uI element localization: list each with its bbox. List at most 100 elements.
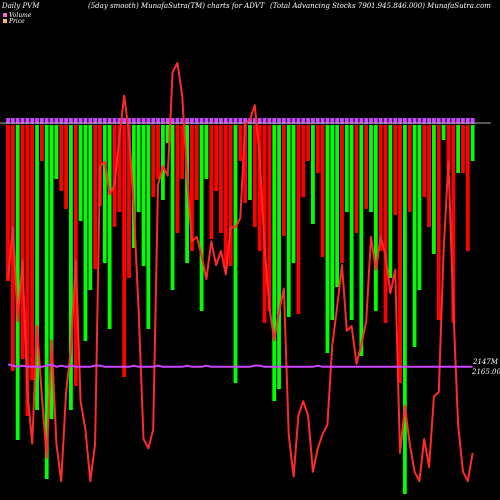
volume-cap	[393, 118, 398, 124]
volume-cap	[204, 118, 209, 124]
volume-cap	[98, 118, 102, 124]
volume-bar	[39, 125, 44, 161]
volume-cap	[257, 118, 262, 124]
volume-bar	[446, 125, 451, 170]
volume-cap	[407, 118, 412, 124]
volume-cap	[432, 118, 436, 124]
volume-cap	[243, 118, 248, 124]
volume-cap	[233, 118, 238, 124]
volume-bar	[93, 125, 98, 269]
volume-cap	[107, 118, 112, 124]
volume-cap	[10, 118, 15, 124]
legend-volume-label: Volume	[9, 12, 32, 19]
volume-cap	[219, 118, 223, 124]
volume-cap	[248, 118, 252, 124]
volume-cap	[272, 118, 277, 124]
volume-bar	[10, 125, 15, 371]
volume-cap	[315, 118, 320, 124]
volume-bar	[286, 125, 291, 317]
volume-cap	[20, 118, 25, 124]
volume-cap	[83, 118, 88, 124]
volume-bar	[35, 125, 39, 410]
volume-cap	[349, 118, 354, 124]
volume-cap	[39, 118, 44, 124]
volume-cap	[102, 118, 107, 124]
volume-bar	[277, 125, 281, 389]
volume-cap	[199, 118, 204, 124]
volume-bar	[320, 125, 325, 257]
volume-cap	[320, 118, 325, 124]
volume-bar	[83, 125, 88, 341]
legend-price-label: Price	[8, 18, 25, 25]
volume-bar	[257, 125, 262, 251]
volume-bar	[175, 125, 180, 233]
volume-bar	[465, 125, 470, 251]
volume-cap	[281, 118, 286, 124]
volume-bar	[330, 125, 335, 320]
volume-cap	[451, 118, 456, 124]
volume-bar	[412, 125, 417, 347]
volume-bar	[170, 125, 175, 290]
volume-cap	[383, 118, 388, 124]
volume-bar	[54, 125, 59, 179]
volume-cap	[214, 118, 219, 124]
volume-cap	[291, 118, 296, 124]
header-center-right: (Total Advancing Stocks 790	[270, 2, 372, 10]
volume-cap	[30, 118, 35, 124]
series-lines	[7, 61, 474, 483]
volume-cap	[417, 118, 422, 124]
volume-cap	[388, 118, 393, 124]
volume-bars	[6, 125, 475, 494]
volume-cap	[117, 118, 122, 124]
volume-cap	[165, 118, 170, 124]
legend-price-swatch	[3, 19, 7, 23]
volume-cap	[461, 118, 465, 124]
volume-bar	[364, 125, 369, 209]
volume-cap	[252, 118, 257, 124]
volume-bar	[25, 125, 30, 416]
volume-bar	[248, 125, 252, 200]
volume-cap	[228, 118, 233, 124]
volume-cap	[335, 118, 340, 124]
volume-cap	[306, 118, 310, 124]
volume-bar	[199, 125, 204, 311]
volume-cap	[146, 118, 151, 124]
volume-cap	[436, 118, 441, 124]
volume-cap	[122, 118, 127, 124]
volume-bar	[267, 125, 272, 311]
volume-bar	[102, 125, 107, 263]
volume-bar	[107, 125, 112, 329]
header-left: Daily PVM	[1, 2, 40, 10]
volume-caps	[6, 118, 475, 124]
volume-bar	[252, 125, 257, 227]
right-label-price: 2165.00	[471, 368, 500, 376]
volume-cap	[373, 118, 378, 124]
volume-bar	[344, 125, 349, 212]
volume-cap	[330, 118, 335, 124]
volume-cap	[344, 118, 349, 124]
volume-cap	[69, 118, 73, 124]
volume-bar	[117, 125, 122, 212]
volume-bar	[223, 125, 228, 269]
volume-cap	[301, 118, 306, 124]
volume-cap	[78, 118, 83, 124]
volume-bar	[228, 125, 233, 266]
volume-bar	[262, 125, 267, 323]
volume-bar	[204, 125, 209, 179]
volume-cap	[354, 118, 359, 124]
volume-bar	[127, 125, 131, 278]
volume-cap	[398, 118, 402, 124]
volume-bar	[456, 125, 461, 173]
volume-bar	[136, 125, 141, 212]
volume-bar	[461, 125, 465, 173]
volume-bar	[131, 125, 136, 248]
volume-bar	[359, 125, 364, 356]
volume-bar	[69, 125, 73, 410]
volume-bar	[369, 125, 373, 212]
volume-bar	[436, 125, 441, 320]
volume-bar	[78, 125, 83, 221]
volume-bar	[291, 125, 296, 263]
volume-bar	[325, 125, 330, 353]
volume-cap	[209, 118, 214, 124]
volume-bar	[315, 125, 320, 173]
